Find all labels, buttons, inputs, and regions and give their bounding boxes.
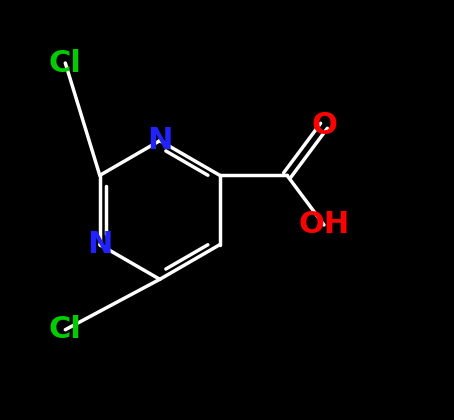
Text: Cl: Cl — [49, 315, 82, 344]
Text: Cl: Cl — [49, 48, 82, 78]
Text: N: N — [87, 230, 113, 259]
Text: O: O — [311, 111, 337, 140]
Text: OH: OH — [298, 210, 350, 239]
Text: N: N — [147, 126, 173, 155]
